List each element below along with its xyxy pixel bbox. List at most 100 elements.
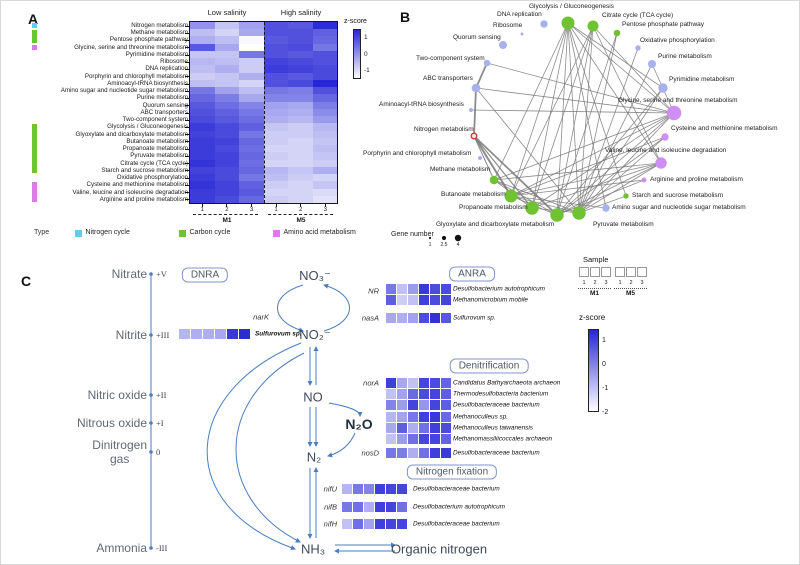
sample-col-label: 3 xyxy=(640,280,644,286)
network-edge xyxy=(556,25,594,216)
pathway-arrow xyxy=(206,342,302,551)
heatmap-cell xyxy=(313,58,339,66)
network-node-label: Nitrogen metabolism xyxy=(414,126,474,133)
network-node-label: Ribosome xyxy=(493,22,523,29)
gene-heat-cell xyxy=(397,313,407,323)
row-tick xyxy=(185,177,189,179)
gene-heat-cell xyxy=(419,295,429,305)
gene-label: nifU xyxy=(323,484,337,494)
sample-cell xyxy=(637,267,647,277)
heatmap-cell xyxy=(239,195,265,204)
heatmap-cell xyxy=(263,50,289,59)
axis-state-dot xyxy=(149,333,153,337)
heatmap-cell xyxy=(239,22,265,30)
legend-item-label: Nitrogen cycle xyxy=(85,229,130,236)
col-tick xyxy=(275,204,277,207)
network-node xyxy=(469,108,473,112)
heatmap-cell xyxy=(288,36,314,45)
heatmap-cell xyxy=(263,101,289,110)
heatmap-cell xyxy=(239,116,265,124)
heatmap-cell xyxy=(190,152,216,161)
row-tick xyxy=(185,134,189,136)
heatmap-cell xyxy=(313,43,339,52)
heatmap-cell xyxy=(288,159,314,168)
gene-heat-cell xyxy=(419,423,429,433)
colorbar-tick-label: 1 xyxy=(602,337,606,345)
process-box-anra: ANRA xyxy=(449,266,495,282)
heatmap-cell xyxy=(263,29,289,37)
heatmap-cell xyxy=(214,130,240,139)
panel-a-m5-dash xyxy=(268,214,333,215)
heatmap-cell xyxy=(190,94,216,103)
heatmap-cell xyxy=(214,43,240,52)
chemical-species-label: NH₃ xyxy=(300,541,326,557)
heatmap-cell xyxy=(313,195,339,204)
network-node xyxy=(641,177,647,183)
heatmap-cell xyxy=(190,116,216,124)
heatmap-cell xyxy=(263,116,289,124)
gene-heat-cell xyxy=(397,295,407,305)
heatmap-cell xyxy=(263,65,289,74)
panel-a-group-m5: M5 xyxy=(296,217,306,224)
species-label: Sulfurovum sp. xyxy=(255,330,302,338)
row-tick xyxy=(185,199,189,201)
row-tick xyxy=(185,76,189,78)
network-node xyxy=(483,59,491,67)
legend-item-label: Amino acid metabolism xyxy=(283,229,356,236)
gene-heat-cell xyxy=(386,284,396,294)
pathway-row-label: ABC transporters xyxy=(140,108,188,116)
heatmap-cell xyxy=(313,152,339,161)
species-label: Sulfurovum sp. xyxy=(453,314,496,322)
heatmap-cell xyxy=(263,108,289,117)
network-edge xyxy=(578,25,594,214)
axis-state-dot xyxy=(149,393,153,397)
heatmap-cell xyxy=(214,181,240,189)
gene-number-dot-label: 2.5 xyxy=(440,242,448,248)
pathway-arrow xyxy=(326,432,356,458)
heatmap-cell xyxy=(239,43,265,52)
network-edge xyxy=(473,87,477,137)
pathway-row-label: DNA replication xyxy=(145,65,188,73)
gene-heat-cell xyxy=(408,284,418,294)
heatmap-cell xyxy=(263,72,289,81)
network-edge xyxy=(651,63,675,114)
heatmap-cell xyxy=(288,195,314,204)
axis-state-name: Nitrate xyxy=(111,267,147,281)
pathway-row-label: Glycolysis / Gluconeogenesis xyxy=(107,123,188,131)
network-edge xyxy=(578,32,618,214)
heatmap-cell xyxy=(288,43,314,52)
gene-heat-cell xyxy=(430,434,440,444)
heatmap-cell xyxy=(263,94,289,103)
heatmap-cell xyxy=(190,159,216,168)
heatmap-cell xyxy=(214,188,240,197)
panel-c-label: C xyxy=(21,273,32,289)
gene-heat-cell xyxy=(386,378,396,388)
network-node xyxy=(489,175,499,185)
species-label: Desulfobacteraceae bacterium xyxy=(453,401,540,409)
pathway-arrow xyxy=(328,402,363,418)
pathway-row-label: Pyruvate metabolism xyxy=(130,152,188,160)
heatmap-cell xyxy=(288,130,314,139)
gene-heat-cell xyxy=(191,329,202,339)
heatmap-cell xyxy=(214,94,240,103)
process-box-dnra: DNRA xyxy=(181,267,229,283)
sample-cell xyxy=(601,267,611,277)
heatmap-cell xyxy=(239,29,265,37)
heatmap-cell xyxy=(313,130,339,139)
heatmap-cell xyxy=(288,101,314,110)
heatmap-cell xyxy=(214,65,240,74)
heatmap-cell xyxy=(288,65,314,74)
heatmap-cell xyxy=(214,145,240,153)
network-edge xyxy=(556,22,569,216)
row-tick xyxy=(185,40,189,42)
axis-oxidation-number: +I xyxy=(156,418,164,428)
network-node-label: Propanoate metabolism xyxy=(459,204,528,211)
network-node xyxy=(587,20,599,32)
heatmap-cell xyxy=(239,181,265,189)
network-edge xyxy=(510,179,645,197)
gene-heat-cell xyxy=(430,295,440,305)
heatmap-cell xyxy=(263,22,289,30)
row-tick xyxy=(185,32,189,34)
network-edge xyxy=(567,22,664,89)
axis-oxidation-number: +V xyxy=(156,269,167,279)
